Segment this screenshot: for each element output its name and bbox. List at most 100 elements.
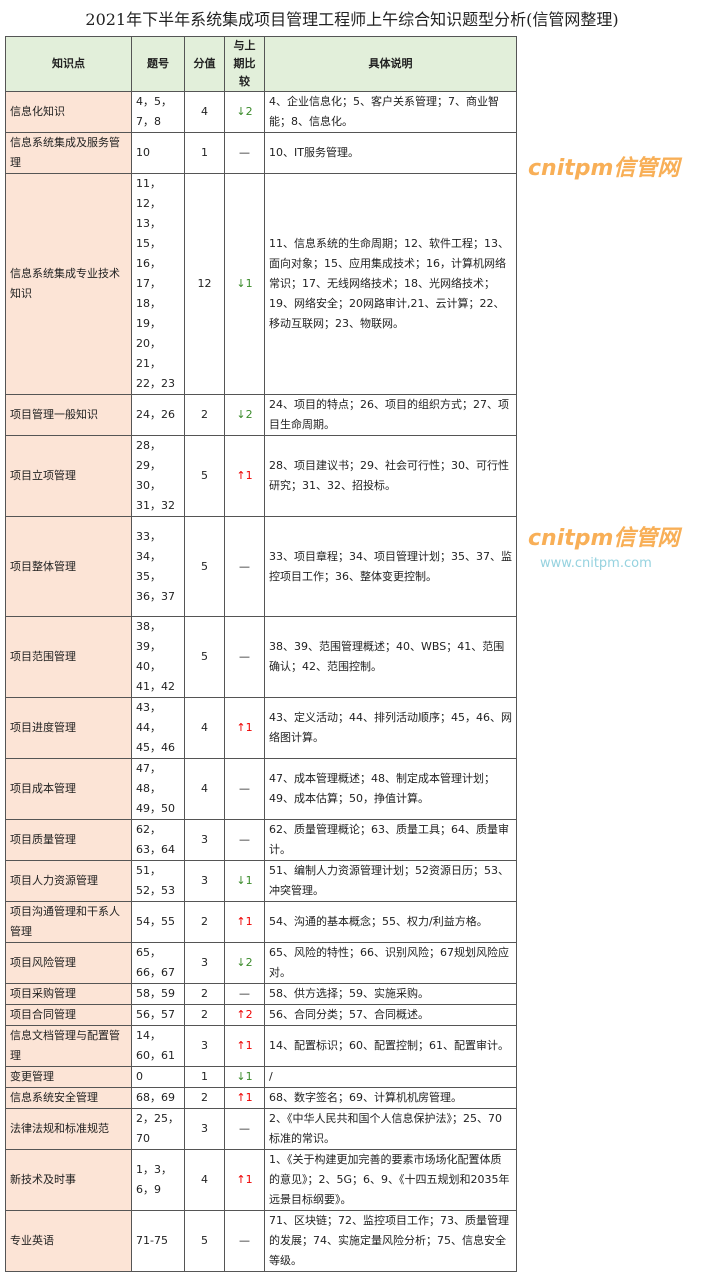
numbers-cell: 56，57: [131, 1004, 185, 1026]
description-cell: 1、《关于构建更加完善的要素市场场化配置体质的意见》；2、5G；6、9、《十四五…: [264, 1149, 517, 1211]
numbers-cell: 65，66，67: [131, 942, 185, 984]
description-cell: 62、质量管理概论；63、质量工具；64、质量审计。: [264, 819, 517, 861]
score-cell: 12: [184, 173, 225, 395]
watermark-url: www.cnitpm.com: [540, 556, 652, 571]
table-row: 新技术及时事 1，3，6，9 4 ↑1 1、《关于构建更加完善的要素市场场化配置体质的意…: [5, 1149, 517, 1211]
table-row: 项目合同管理 56，57 2 ↑2 56、合同分类；57、合同概述。: [5, 1004, 517, 1026]
watermark-logo: cnitpm信管网: [528, 156, 680, 181]
score-cell: 5: [184, 616, 225, 698]
compare-cell: ↑1: [224, 1087, 265, 1109]
compare-cell: —: [224, 819, 265, 861]
score-cell: 5: [184, 435, 225, 517]
topic-cell: 信息系统安全管理: [5, 1087, 132, 1109]
score-cell: 2: [184, 394, 225, 436]
page-title: 2021年下半年系统集成项目管理工程师上午综合知识题型分析(信管网整理): [85, 10, 619, 29]
compare-cell: —: [224, 132, 265, 174]
numbers-cell: 14，60，61: [131, 1025, 185, 1067]
compare-cell: ↓1: [224, 173, 265, 395]
topic-cell: 项目立项管理: [5, 435, 132, 517]
table-row: 项目进度管理 43，44，45，46 4 ↑1 43、定义活动；44、排列活动顺序；45…: [5, 697, 517, 759]
topic-cell: 项目范围管理: [5, 616, 132, 698]
numbers-cell: 0: [131, 1066, 185, 1088]
compare-cell: ↑1: [224, 1025, 265, 1067]
header-topic: 知识点: [5, 36, 132, 92]
topic-cell: 信息文档管理与配置管理: [5, 1025, 132, 1067]
description-cell: 51、编制人力资源管理计划；52资源日历；53、冲突管理。: [264, 860, 517, 902]
compare-cell: ↑1: [224, 901, 265, 943]
watermark-logo: cnitpm信管网: [528, 526, 680, 551]
topic-cell: 项目采购管理: [5, 983, 132, 1005]
table-row: 法律法规和标准规范 2，25，70 3—2、《中华人民共和国个人信息保护法》；25、…: [5, 1108, 517, 1150]
description-cell: 38、39、范围管理概述；40、WBS；41、范围确认；42、范围控制。: [264, 616, 517, 698]
score-cell: 1: [184, 132, 225, 174]
header-row: 知识点 题号 分值 与上期比较 具体说明: [5, 36, 517, 92]
compare-cell: ↑1: [224, 1149, 265, 1211]
topic-cell: 项目人力资源管理: [5, 860, 132, 902]
description-cell: 65、风险的特性；66、识别风险；67规划风险应对。: [264, 942, 517, 984]
numbers-cell: 68，69: [131, 1087, 185, 1109]
score-cell: 5: [184, 1210, 225, 1272]
score-cell: 2: [184, 1087, 225, 1109]
table-row: 信息系统集成专业技术知识 11，12，13，15，16，17，18，19，20，2…: [5, 173, 517, 395]
numbers-cell: 2，25，70: [131, 1108, 185, 1150]
compare-cell: ↑1: [224, 697, 265, 759]
table-row: 项目成本管理 47，48，49，50 4—47、成本管理概述；48、制定成本管理计划…: [5, 758, 517, 820]
header-numbers: 题号: [131, 36, 185, 92]
table-row: 变更管理 0 1 ↓1/: [5, 1066, 517, 1088]
numbers-cell: 1，3，6，9: [131, 1149, 185, 1211]
compare-cell: ↓1: [224, 1066, 265, 1088]
description-cell: 28、项目建议书；29、社会可行性；30、可行性研究；31、32、招投标。: [264, 435, 517, 517]
table-row: 专业英语 71-75 5—71、区块链；72、监控项目工作；73、质量管理的发展；7…: [5, 1210, 517, 1272]
compare-cell: —: [224, 1210, 265, 1272]
numbers-cell: 28，29，30，31，32: [131, 435, 185, 517]
table-row: 项目管理一般知识 24，26 2 ↓2 24、项目的特点；26、项目的组织方式；27、项…: [5, 394, 517, 436]
score-cell: 2: [184, 901, 225, 943]
topic-cell: 项目质量管理: [5, 819, 132, 861]
topic-cell: 项目风险管理: [5, 942, 132, 984]
table-row: 项目沟通管理和干系人管理 54，55 2 ↑1 54、沟通的基本概念；55、权力/利益方…: [5, 901, 517, 943]
table-row: 信息文档管理与配置管理 14，60，61 3 ↑1 14、配置标识；60、配置控制；61…: [5, 1025, 517, 1067]
compare-cell: ↓2: [224, 91, 265, 133]
topic-cell: 信息化知识: [5, 91, 132, 133]
table-row: 项目范围管理 38，39，40，41，42 5—38、39、范围管理概述；40、WB…: [5, 616, 517, 698]
compare-cell: —: [224, 516, 265, 617]
compare-cell: ↓1: [224, 860, 265, 902]
table-row: 项目整体管理 33，34，35，36，37 5—33、项目章程；34、项目管理计划；…: [5, 516, 517, 617]
compare-cell: —: [224, 758, 265, 820]
numbers-cell: 33，34，35，36，37: [131, 516, 185, 617]
description-cell: 33、项目章程；34、项目管理计划；35、37、监控项目工作；36、整体变更控制…: [264, 516, 517, 617]
numbers-cell: 10: [131, 132, 185, 174]
numbers-cell: 24，26: [131, 394, 185, 436]
score-cell: 4: [184, 758, 225, 820]
topic-cell: 变更管理: [5, 1066, 132, 1088]
table-row: 信息系统集成及服务管理 10 1—10、IT服务管理。: [5, 132, 517, 174]
numbers-cell: 4，5，7，8: [131, 91, 185, 133]
topic-cell: 项目管理一般知识: [5, 394, 132, 436]
score-cell: 3: [184, 942, 225, 984]
score-cell: 2: [184, 983, 225, 1005]
topic-cell: 项目沟通管理和干系人管理: [5, 901, 132, 943]
description-cell: 54、沟通的基本概念；55、权力/利益方格。: [264, 901, 517, 943]
numbers-cell: 43，44，45，46: [131, 697, 185, 759]
description-cell: 11、信息系统的生命周期；12、软件工程；13、面向对象；15、应用集成技术；1…: [264, 173, 517, 395]
description-cell: 2、《中华人民共和国个人信息保护法》；25、70标准的常识。: [264, 1108, 517, 1150]
description-cell: 47、成本管理概述；48、制定成本管理计划；49、成本估算；50，挣值计算。: [264, 758, 517, 820]
numbers-cell: 71-75: [131, 1210, 185, 1272]
description-cell: 68、数字签名；69、计算机机房管理。: [264, 1087, 517, 1109]
description-cell: 71、区块链；72、监控项目工作；73、质量管理的发展；74、实施定量风险分析；…: [264, 1210, 517, 1272]
compare-cell: ↑1: [224, 435, 265, 517]
compare-cell: —: [224, 1108, 265, 1150]
topic-cell: 法律法规和标准规范: [5, 1108, 132, 1150]
score-cell: 4: [184, 697, 225, 759]
header-description: 具体说明: [264, 36, 517, 92]
description-cell: 24、项目的特点；26、项目的组织方式；27、项目生命周期。: [264, 394, 517, 436]
score-cell: 4: [184, 91, 225, 133]
compare-cell: —: [224, 616, 265, 698]
score-cell: 3: [184, 1025, 225, 1067]
score-cell: 1: [184, 1066, 225, 1088]
score-cell: 3: [184, 819, 225, 861]
topic-cell: 项目整体管理: [5, 516, 132, 617]
topic-cell: 新技术及时事: [5, 1149, 132, 1211]
description-cell: 58、供方选择；59、实施采购。: [264, 983, 517, 1005]
numbers-cell: 11，12，13，15，16，17，18，19，20，21，22，23: [131, 173, 185, 395]
